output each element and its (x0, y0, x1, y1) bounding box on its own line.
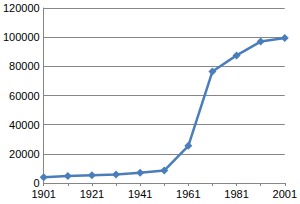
svg-text:40000: 40000 (9, 119, 40, 131)
svg-text:1981: 1981 (224, 188, 248, 200)
svg-text:120000: 120000 (3, 2, 40, 14)
svg-text:60000: 60000 (9, 90, 40, 102)
svg-text:20000: 20000 (9, 148, 40, 160)
svg-text:1921: 1921 (80, 188, 104, 200)
svg-text:1901: 1901 (31, 188, 55, 200)
svg-text:0: 0 (33, 177, 40, 189)
svg-text:2001: 2001 (273, 188, 297, 200)
svg-text:1961: 1961 (176, 188, 200, 200)
svg-text:80000: 80000 (9, 60, 40, 72)
svg-text:1941: 1941 (128, 188, 152, 200)
svg-text:100000: 100000 (3, 31, 40, 43)
